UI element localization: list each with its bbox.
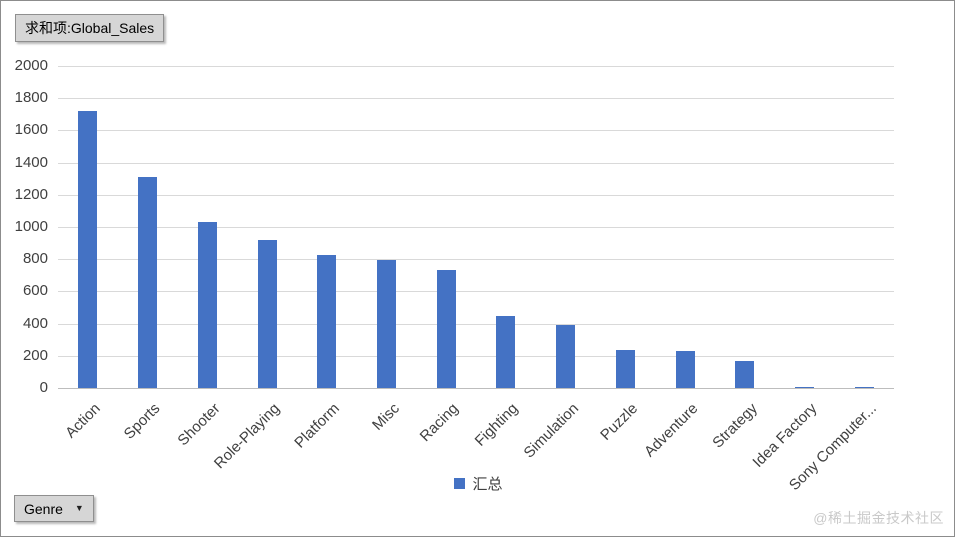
- x-axis-category-label: Puzzle: [597, 400, 642, 444]
- y-axis-tick-label: 200: [22, 347, 48, 364]
- x-axis-category-label: Sports: [120, 400, 164, 443]
- legend-label: 汇总: [472, 476, 503, 493]
- dropdown-arrow-icon: ▼: [74, 503, 84, 513]
- chart-bar-Role-Playing: [258, 240, 277, 388]
- chart-legend: 汇总: [1, 473, 954, 494]
- x-axis-category-label: Platform: [291, 400, 343, 452]
- gridline: [58, 356, 894, 357]
- y-axis-tick-label: 1000: [14, 218, 48, 235]
- chart-bar-Strategy: [735, 361, 754, 388]
- y-axis-tick-label: 800: [22, 250, 48, 267]
- chart-bar-Idea Factory: [795, 387, 814, 388]
- gridline: [58, 195, 894, 196]
- x-axis-category-label: Shooter: [174, 400, 224, 450]
- y-axis-tick-label: 1400: [14, 154, 48, 171]
- gridline: [58, 130, 894, 131]
- pivot-axis-field-button[interactable]: Genre ▼: [14, 495, 94, 522]
- x-axis-category-label: Racing: [417, 400, 463, 446]
- chart-bar-Fighting: [496, 316, 515, 388]
- x-axis-category-label: Fighting: [472, 400, 522, 450]
- gridline: [58, 98, 894, 99]
- y-axis-tick-label: 0: [39, 379, 48, 396]
- chart-bar-Sports: [138, 177, 157, 388]
- pivot-value-field-label: 求和项:Global_Sales: [25, 20, 155, 36]
- y-axis-tick-label: 1200: [14, 186, 48, 203]
- gridline: [58, 163, 894, 164]
- y-axis-tick-label: 600: [22, 282, 48, 299]
- x-axis-category-label: Simulation: [520, 400, 582, 462]
- chart-bar-Action: [78, 111, 97, 388]
- x-axis-category-label: Action: [62, 400, 104, 442]
- chart-bar-Misc: [377, 260, 396, 388]
- pivot-value-field-button[interactable]: 求和项:Global_Sales: [15, 14, 165, 42]
- y-axis-tick-label: 1800: [14, 89, 48, 106]
- x-axis-category-label: Strategy: [709, 400, 761, 452]
- chart-bar-Racing: [437, 270, 456, 388]
- chart-bar-Shooter: [198, 222, 217, 388]
- chart-bar-Puzzle: [616, 350, 635, 388]
- chart-bar-Sony Computer...: [855, 387, 874, 388]
- y-axis-tick-label: 2000: [14, 57, 48, 74]
- gridline: [58, 66, 894, 67]
- y-axis-tick-label: 1600: [14, 121, 48, 138]
- gridline: [58, 259, 894, 260]
- gridline: [58, 227, 894, 228]
- watermark: @稀土掘金技术社区: [813, 508, 944, 528]
- chart-bar-Platform: [317, 255, 336, 388]
- gridline: [58, 291, 894, 292]
- gridline: [58, 324, 894, 325]
- pivot-axis-field-label: Genre: [24, 500, 63, 517]
- legend-swatch-icon: [454, 478, 466, 489]
- x-axis-category-label: Misc: [368, 400, 403, 434]
- chart-bar-Simulation: [556, 325, 575, 388]
- y-axis-tick-label: 400: [22, 315, 48, 332]
- x-axis-category-label: Adventure: [640, 400, 702, 461]
- chart-bar-Adventure: [676, 351, 695, 388]
- x-axis-line: [58, 388, 894, 389]
- watermark-text: @稀土掘金技术社区: [813, 510, 944, 526]
